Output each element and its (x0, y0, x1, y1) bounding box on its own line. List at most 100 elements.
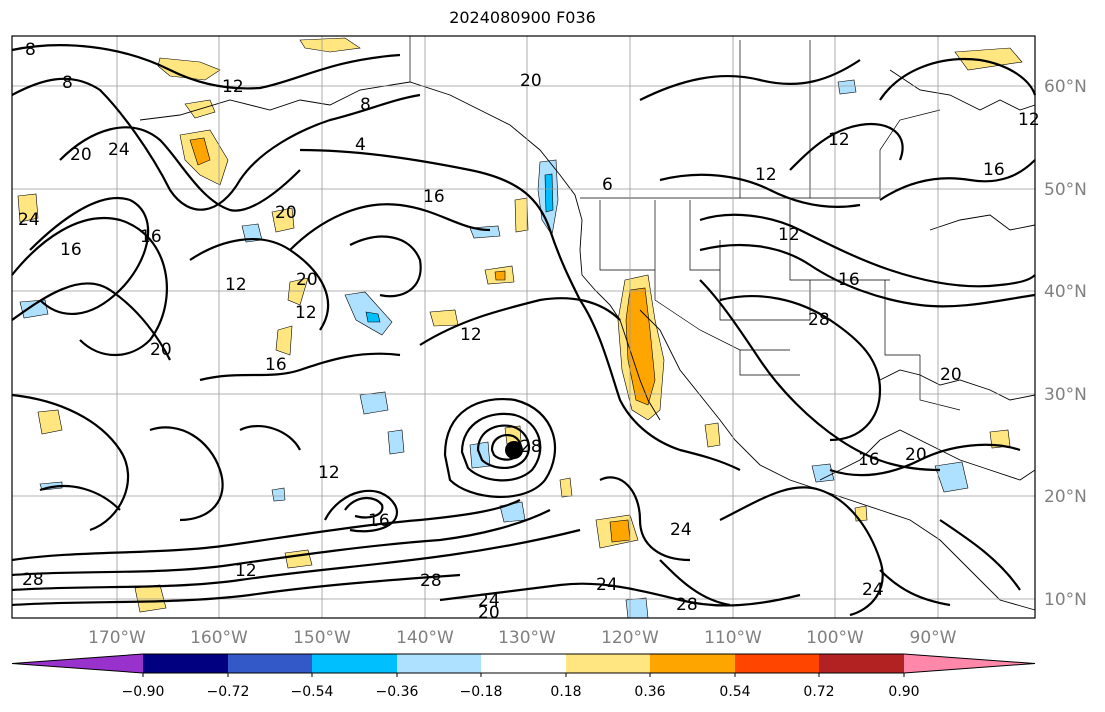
contour-line (879, 569, 951, 607)
contour-line (11, 44, 401, 90)
shaded-patch (17, 193, 39, 223)
contour-label: 20 (940, 365, 962, 385)
lon-tick-label: 90°W (910, 628, 957, 648)
shaded-patch (514, 197, 529, 233)
colorbar-tick-label: −0.54 (291, 684, 334, 700)
contour-label: 12 (222, 77, 244, 97)
contour-label: 16 (838, 270, 860, 290)
shaded-patch (934, 461, 969, 493)
colorbar-segment (481, 654, 566, 673)
shaded-patch (544, 173, 554, 213)
lon-tick-label: 130°W (498, 628, 556, 648)
contour-line (344, 497, 384, 519)
border (719, 240, 811, 321)
contour-label: 6 (602, 175, 613, 195)
contour-label: 12 (295, 303, 317, 323)
contour-line (439, 582, 801, 607)
lat-tick-label: 30°N (1044, 385, 1087, 405)
border (599, 200, 655, 271)
lon-tick-label: 160°W (190, 628, 248, 648)
storm-center-marker (505, 441, 523, 459)
contour-label: 16 (140, 227, 162, 247)
shaded-patch (625, 597, 649, 619)
coastline (929, 214, 1036, 231)
contour-line (289, 203, 491, 251)
contour-label: 8 (360, 95, 371, 115)
contour-label: 20 (150, 340, 172, 360)
contour-label: 20 (520, 71, 542, 91)
contour-label: 20 (275, 203, 297, 223)
contour-line (29, 197, 150, 316)
latitude-ticks: 60°N 50°N 40°N 30°N 20°N 10°N (1044, 77, 1087, 610)
contour-label: 16 (265, 355, 287, 375)
map-title: 2024080900 F036 (449, 8, 596, 27)
shaded-patch (494, 270, 506, 281)
border (739, 350, 800, 376)
contour-line (699, 213, 1036, 288)
contour-label: 20 (296, 270, 318, 290)
contour-line (879, 58, 1037, 101)
shaded-patch (284, 549, 313, 569)
shaded-regions (17, 37, 1023, 619)
contour-line (659, 173, 861, 208)
contour-label: 12 (755, 165, 777, 185)
lat-tick-label: 40°N (1044, 282, 1087, 302)
contour-label: 20 (478, 603, 500, 623)
gridlines (12, 36, 1035, 618)
contour-label: 28 (520, 437, 542, 457)
contour-label: 24 (596, 575, 618, 595)
colorbar-ticks: −0.90 −0.72 −0.54 −0.36 −0.18 0.18 0.36 … (122, 684, 920, 700)
contour-line (11, 509, 551, 577)
lon-tick-label: 140°W (396, 628, 454, 648)
shaded-patch (387, 429, 405, 455)
lat-tick-label: 50°N (1044, 180, 1087, 200)
contour-line (719, 486, 884, 617)
contour-line (659, 559, 731, 607)
map-frame (11, 35, 1036, 619)
shaded-patch (275, 325, 293, 356)
shaded-patch (429, 309, 459, 327)
shaded-patch (559, 477, 573, 498)
shaded-patch (299, 37, 361, 53)
colorbar-segment (312, 654, 397, 673)
contour-line (419, 297, 621, 346)
border (654, 299, 790, 351)
shaded-patch (854, 505, 868, 522)
shaded-patch (271, 487, 286, 502)
shaded-patch (609, 519, 631, 543)
contour-label: 28 (808, 310, 830, 330)
lon-tick-label: 100°W (806, 628, 864, 648)
contour-line (789, 122, 904, 171)
lon-tick-label: 150°W (293, 628, 351, 648)
contour-label: 24 (670, 520, 692, 540)
contour-label: 12 (1018, 110, 1040, 130)
colorbar-segment (397, 654, 481, 673)
map-plot-area (11, 36, 1037, 619)
lat-tick-label: 10°N (1044, 590, 1087, 610)
contour-line (579, 299, 741, 471)
contour-label: 12 (235, 561, 257, 581)
shaded-patch (37, 409, 63, 435)
contour-line (879, 159, 1036, 201)
colorbar-segment (819, 654, 904, 673)
contour-label: 8 (62, 73, 73, 93)
lat-tick-label: 20°N (1044, 487, 1087, 507)
contour-label: 24 (108, 140, 130, 160)
colorbar-segment (143, 654, 228, 673)
contour-label: 24 (478, 591, 500, 611)
coastline (879, 369, 1036, 401)
contour-line (11, 528, 581, 592)
contour-label: 12 (460, 325, 482, 345)
contour-line (11, 282, 171, 361)
contour-label: 20 (70, 145, 92, 165)
contour-line (460, 412, 542, 482)
contour-line (299, 148, 581, 301)
contour-line (829, 443, 1021, 477)
border (879, 109, 941, 198)
border (689, 200, 720, 271)
contour-line (349, 235, 422, 298)
contour-line (239, 425, 301, 451)
lon-tick-label: 110°W (704, 628, 762, 648)
colorbar-tick-label: −0.36 (376, 684, 419, 700)
lon-tick-label: 170°W (88, 628, 146, 648)
